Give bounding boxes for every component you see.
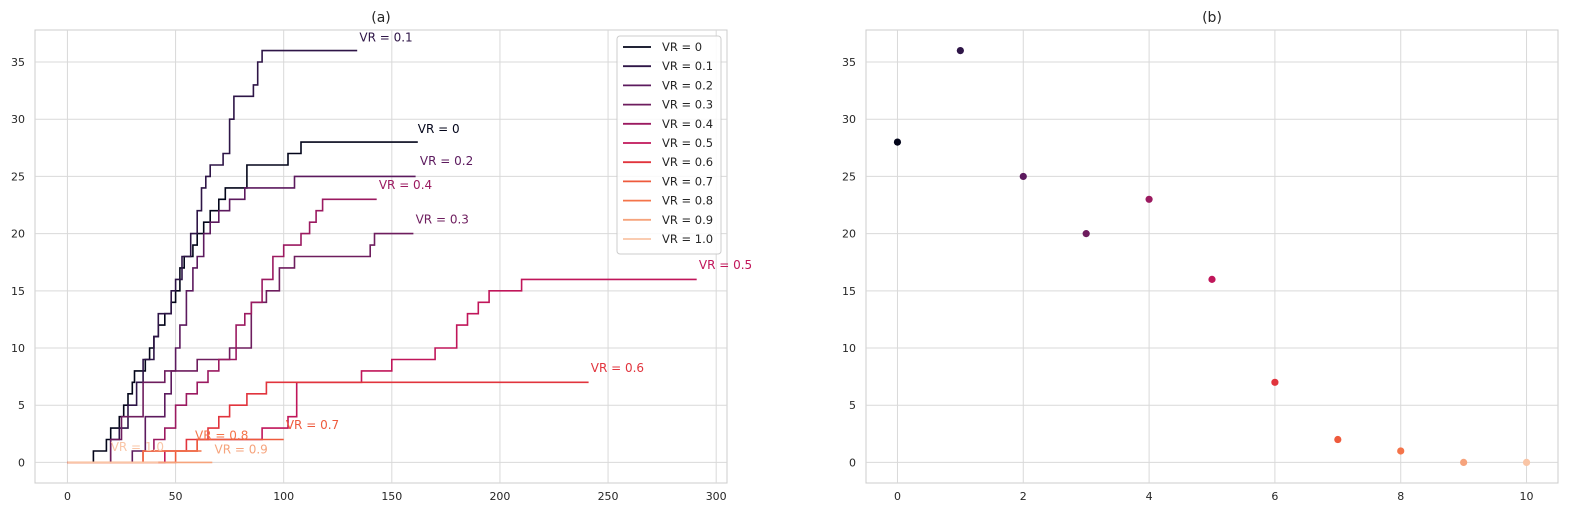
scatter-point (1019, 172, 1027, 181)
annotation-label: VR = 0.8 (195, 429, 248, 443)
y-tick-label-a: 25 (11, 170, 25, 183)
tick-labels-a: 0 50 100 150 200 250 300 0 5 10 15 20 25 30 35 (11, 56, 727, 503)
y-tick-label-b: 0 (849, 456, 856, 469)
legend-entry: VR = 0.6 (662, 155, 713, 169)
scatter-point (893, 138, 902, 146)
annotations-a: VR = 0.1VR = 0VR = 0.2VR = 0.4VR = 0.3VR… (111, 30, 753, 456)
x-tick-label-a: 50 (169, 490, 183, 503)
x-tick-label-b: 6 (1271, 490, 1278, 503)
chart-title-b: (b) (1202, 10, 1222, 26)
annotation-label: VR = 1.0 (111, 440, 164, 454)
x-tick-label-a: 200 (489, 490, 510, 503)
legend-entry: VR = 0.1 (662, 59, 713, 73)
annotation-label: VR = 0.3 (416, 212, 469, 226)
legend-entry: VR = 0.3 (662, 98, 713, 112)
y-tick-label-b: 10 (842, 342, 856, 355)
y-tick-label-a: 35 (11, 56, 25, 69)
series-line-4 (67, 198, 377, 464)
panel-b: 0 2 4 6 8 10 0 5 10 15 20 25 30 35 (b) (842, 10, 1559, 503)
x-tick-label-b: 10 (1520, 490, 1534, 503)
x-tick-label-a: 0 (64, 490, 71, 503)
y-tick-label-a: 0 (18, 456, 25, 469)
y-tick-label-b: 25 (842, 170, 856, 183)
legend-entry: VR = 0.4 (662, 117, 713, 131)
legend-items: VR = 0 VR = 0.1 VR = 0.2 VR = 0.3 VR = 0.4 VR… (623, 40, 713, 246)
x-tick-label-b: 2 (1020, 490, 1027, 503)
legend-entry: VR = 1.0 (662, 232, 713, 246)
y-tick-label-a: 15 (11, 285, 25, 298)
scatter-point (1145, 195, 1153, 203)
y-tick-label-b: 5 (849, 399, 856, 412)
legend-entry: VR = 0.5 (662, 136, 713, 150)
legend-entry: VR = 0 (662, 40, 702, 54)
x-tick-label-a: 300 (706, 490, 727, 503)
legend-box (616, 35, 722, 255)
scatter-point (1082, 230, 1090, 238)
x-tick-label-a: 100 (273, 490, 294, 503)
chart-title-a: (a) (371, 10, 391, 26)
series-lines-a (67, 49, 697, 464)
y-tick-label-b: 30 (842, 113, 856, 126)
series-line-3 (67, 232, 414, 464)
series-line-1 (67, 49, 358, 464)
panel-a: 0 50 100 150 200 250 300 0 5 10 15 20 25 30 35 VR = 0.… (11, 10, 752, 503)
legend-entry: VR = 0.2 (662, 78, 713, 92)
scatter-point (956, 46, 964, 55)
legend: VR = 0 VR = 0.1 VR = 0.2 VR = 0.3 VR = 0.4 VR… (616, 35, 722, 255)
y-tick-label-b: 35 (842, 56, 856, 69)
y-tick-label-a: 5 (18, 399, 25, 412)
tick-labels-b: 0 2 4 6 8 10 0 5 10 15 20 25 30 35 (842, 56, 1534, 503)
x-tick-label-b: 4 (1146, 490, 1153, 503)
annotation-label: VR = 0.4 (379, 178, 432, 192)
plot-area-b (865, 29, 1559, 484)
y-tick-label-a: 10 (11, 342, 25, 355)
annotation-label: VR = 0.5 (699, 258, 752, 272)
x-tick-label-a: 250 (598, 490, 619, 503)
y-tick-label-a: 20 (11, 228, 25, 241)
scatter-point (1208, 275, 1216, 283)
annotation-label: VR = 0.7 (286, 418, 339, 432)
series-line-2 (67, 175, 416, 464)
annotation-label: VR = 0.2 (420, 154, 473, 168)
y-tick-label-b: 20 (842, 228, 856, 241)
annotation-label: VR = 0.1 (359, 30, 412, 44)
scatter-points-b (893, 46, 1531, 467)
scatter-point (1334, 435, 1342, 444)
annotation-label: VR = 0.6 (591, 361, 644, 375)
x-tick-label-a: 150 (381, 490, 402, 503)
scatter-point (1397, 447, 1405, 455)
y-tick-label-a: 30 (11, 113, 25, 126)
grid-b (866, 30, 1558, 483)
legend-entry: VR = 0.8 (662, 194, 713, 208)
plot-area-a (34, 29, 728, 484)
legend-entry: VR = 0.9 (662, 213, 713, 227)
scatter-point (1460, 458, 1468, 467)
scatter-point (1522, 458, 1531, 467)
x-tick-label-b: 0 (894, 490, 901, 503)
y-tick-label-b: 15 (842, 285, 856, 298)
x-tick-label-b: 8 (1397, 490, 1404, 503)
legend-entry: VR = 0.7 (662, 174, 713, 188)
annotation-label: VR = 0.9 (214, 442, 267, 456)
scatter-point (1271, 378, 1279, 386)
annotation-label: VR = 0 (418, 122, 460, 136)
